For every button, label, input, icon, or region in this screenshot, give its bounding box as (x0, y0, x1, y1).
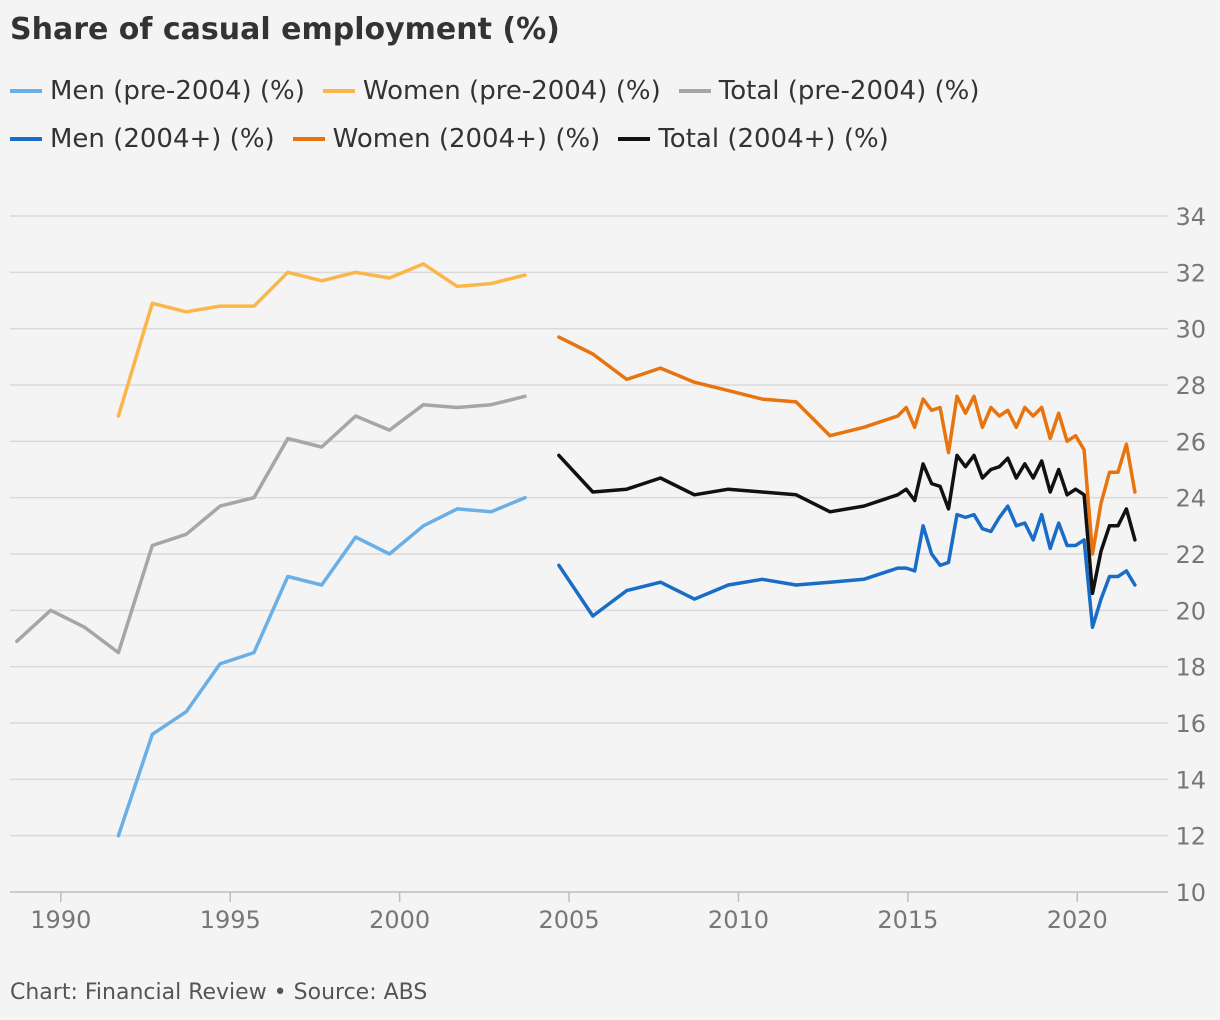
legend-swatch-total-pre-2004 (678, 89, 711, 93)
x-tick-label: 1995 (200, 906, 261, 934)
legend-item-total-pre-2004: Total (pre-2004) (%) (678, 76, 980, 106)
series-line-1 (116, 262, 527, 418)
series-lines (15, 262, 1137, 838)
series-line-5 (557, 453, 1137, 596)
y-tick-label: 14 (1175, 766, 1206, 794)
legend-swatch-total-2004-plus (618, 137, 651, 141)
x-tick-label: 2005 (539, 906, 600, 934)
series-line-3 (557, 504, 1137, 629)
series-line-4 (557, 335, 1137, 556)
series-line-2 (15, 394, 527, 655)
chart-title: Share of casual employment (%) (10, 12, 560, 47)
y-tick-label: 32 (1175, 259, 1206, 287)
legend-label-men-pre-2004: Men (pre-2004) (%) (50, 76, 305, 106)
legend-swatch-men-2004-plus (10, 137, 42, 141)
y-tick-label: 22 (1175, 541, 1206, 569)
y-tick-label: 10 (1175, 879, 1206, 907)
legend-row-1: Men (pre-2004) (%) Women (pre-2004) (%) … (10, 76, 997, 106)
legend-item-men-pre-2004: Men (pre-2004) (%) (10, 76, 305, 106)
y-tick-label: 18 (1175, 654, 1206, 682)
legend-item-men-2004-plus: Men (2004+) (%) (10, 124, 275, 154)
chart-footer-source: Chart: Financial Review • Source: ABS (10, 980, 428, 1005)
y-tick-label: 30 (1175, 316, 1206, 344)
legend-label-women-2004-plus: Women (2004+) (%) (332, 124, 601, 154)
y-tick-label: 12 (1175, 823, 1206, 851)
legend-label-total-pre-2004: Total (pre-2004) (%) (718, 76, 980, 106)
legend-label-total-2004-plus: Total (2004+) (%) (658, 124, 889, 154)
gridlines (10, 215, 1168, 893)
legend-item-total-2004-plus: Total (2004+) (%) (618, 124, 889, 154)
y-axis-ticks: 10 12 14 16 18 20 22 24 26 28 30 32 34 (1175, 203, 1206, 907)
x-tick-label: 1990 (30, 906, 91, 934)
x-tick-label: 2010 (708, 906, 769, 934)
legend-swatch-women-2004-plus (292, 137, 325, 141)
legend-swatch-women-pre-2004 (322, 89, 355, 93)
legend-row-2: Men (2004+) (%) Women (2004+) (%) Total … (10, 124, 907, 154)
legend-swatch-men-pre-2004 (10, 89, 42, 93)
y-tick-label: 16 (1175, 710, 1206, 738)
y-tick-label: 28 (1175, 372, 1206, 400)
y-tick-label: 34 (1175, 203, 1206, 231)
series-line-0 (116, 495, 527, 838)
legend-item-women-pre-2004: Women (pre-2004) (%) (322, 76, 661, 106)
legend-item-women-2004-plus: Women (2004+) (%) (292, 124, 601, 154)
x-tick-label: 2020 (1047, 906, 1108, 934)
y-tick-label: 20 (1175, 597, 1206, 625)
legend-label-men-2004-plus: Men (2004+) (%) (50, 124, 275, 154)
y-tick-label: 24 (1175, 485, 1206, 513)
y-tick-label: 26 (1175, 428, 1206, 456)
x-tick-label: 2015 (877, 906, 938, 934)
legend-label-women-pre-2004: Women (pre-2004) (%) (362, 76, 661, 106)
x-axis-ticks: 1990 1995 2000 2005 2010 2015 2020 (30, 892, 1108, 934)
x-tick-label: 2000 (369, 906, 430, 934)
